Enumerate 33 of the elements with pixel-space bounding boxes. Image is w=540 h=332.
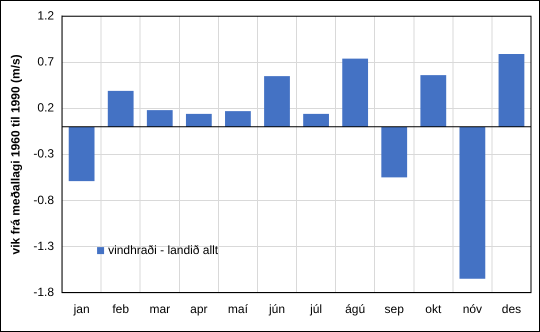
x-tick-label: ágú: [345, 302, 366, 316]
legend-label: vindhraði - landið allt: [108, 242, 219, 257]
bar: [342, 58, 368, 127]
x-tick-label: sep: [384, 302, 404, 316]
x-tick-label: okt: [425, 302, 442, 316]
bar: [459, 126, 486, 279]
bar: [108, 90, 134, 127]
y-axis-title: vik frá meðallagi 1960 til 1990 (m/s): [8, 54, 23, 254]
y-tick-label: -1.8: [33, 284, 54, 299]
bar: [146, 110, 173, 127]
bar: [264, 76, 290, 127]
x-tick-label: maí: [228, 302, 249, 316]
y-tick-label: -0.3: [33, 146, 54, 161]
bar: [420, 75, 446, 127]
bar: [381, 126, 408, 178]
y-tick-label: -0.8: [33, 192, 54, 207]
x-tick-label: nóv: [462, 302, 482, 316]
bar: [68, 126, 95, 182]
bar: [303, 114, 329, 127]
x-tick-label: feb: [112, 302, 130, 316]
x-tick-label: júl: [309, 302, 322, 316]
y-tick-label: -1.3: [33, 238, 54, 253]
x-tick-label: jún: [268, 302, 286, 316]
x-tick-label: mar: [149, 302, 170, 316]
x-tick-label: jan: [72, 302, 90, 316]
y-tick-label: 0.7: [37, 54, 54, 69]
x-tick-label: des: [502, 302, 522, 316]
bar: [225, 111, 251, 127]
x-tick-label: apr: [190, 302, 208, 316]
bar: [186, 114, 212, 127]
y-tick-label: 0.2: [37, 100, 54, 115]
bar: [498, 54, 524, 127]
y-tick-label: 1.2: [37, 8, 54, 23]
